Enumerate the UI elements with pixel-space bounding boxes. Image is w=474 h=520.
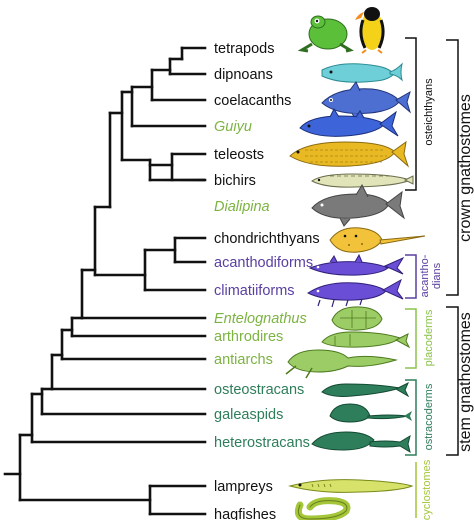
crown-gnathostomes-bracket: crown gnathostomes	[446, 39, 474, 296]
ray-icon	[329, 227, 426, 253]
bichir-icon	[311, 173, 414, 188]
taxon-label-osteostracans: osteostracans	[214, 382, 304, 398]
climatiiform-fish-icon	[307, 278, 404, 308]
taxon-label-bichirs: bichirs	[214, 173, 256, 189]
acanthodians-label-line2: dians	[431, 262, 443, 289]
ostracoderms-bracket: ostracoderms	[405, 379, 435, 456]
taxon-label-entelognathus: Entelognathus	[214, 311, 307, 327]
taxon-label-coelacanths: coelacanths	[214, 93, 291, 109]
acanthodiform-fish-icon	[308, 253, 405, 276]
taxon-label-tetrapods: tetrapods	[214, 41, 274, 57]
placoderms-bracket: placoderms	[405, 308, 435, 369]
galeaspid-icon	[329, 403, 412, 423]
cyclostomes-bracket: cyclostomes	[415, 459, 433, 520]
tree-branches	[3, 46, 207, 516]
taxon-label-galeaspids: galeaspids	[214, 407, 283, 423]
taxon-label-hagfishes: hagfishes	[214, 507, 276, 520]
guiyu-fish-icon	[299, 107, 399, 137]
heterostracan-icon	[311, 431, 411, 454]
osteostracan-icon	[321, 381, 410, 398]
arthrodire-icon	[321, 331, 411, 349]
taxon-labels: tetrapods dipnoans coelacanths Guiyu tel…	[214, 41, 320, 520]
taxon-label-heterostracans: heterostracans	[214, 435, 310, 451]
osteichthyans-bracket: osteichthyans	[405, 37, 435, 191]
entelognathus-icon	[331, 306, 383, 331]
antiarch-icon	[285, 349, 398, 379]
placoderms-label: placoderms	[423, 309, 435, 366]
frog-and-penguin-icon	[297, 7, 385, 54]
taxon-label-guiyu: Guiyu	[214, 119, 252, 135]
coelacanth-icon	[321, 81, 411, 122]
taxon-label-lampreys: lampreys	[214, 479, 273, 495]
stem-gnathostomes-bracket: stem gnathostomes	[446, 306, 474, 456]
taxon-label-chondrichthyans: chondrichthyans	[214, 231, 320, 247]
acanthodians-label-line1: acantho-	[419, 254, 431, 297]
taxon-label-dipnoans: dipnoans	[214, 67, 273, 83]
taxon-label-climatiiforms: climatiiforms	[214, 283, 295, 299]
taxon-label-teleosts: teleosts	[214, 147, 264, 163]
arowana-icon	[289, 140, 410, 168]
cyclostomes-label: cyclostomes	[421, 459, 433, 520]
dialipina-fish-icon	[311, 183, 405, 227]
taxon-label-antiarchs: antiarchs	[214, 352, 273, 368]
stem-gnathostomes-label: stem gnathostomes	[457, 312, 474, 452]
osteichthyans-label: osteichthyans	[423, 78, 435, 146]
acanthodians-bracket: acantho- dians	[405, 254, 443, 299]
hagfish-icon	[294, 497, 351, 520]
taxon-label-arthrodires: arthrodires	[214, 329, 283, 345]
ostracoderms-label: ostracoderms	[423, 383, 435, 450]
crown-gnathostomes-label: crown gnathostomes	[457, 94, 474, 242]
extinct-branch-stubs	[150, 178, 205, 182]
lamprey-icon	[288, 479, 414, 493]
taxon-label-acanthodiforms: acanthodiforms	[214, 255, 313, 271]
taxon-label-dialipina: Dialipina	[214, 199, 270, 215]
lungfish-icon	[321, 62, 403, 83]
